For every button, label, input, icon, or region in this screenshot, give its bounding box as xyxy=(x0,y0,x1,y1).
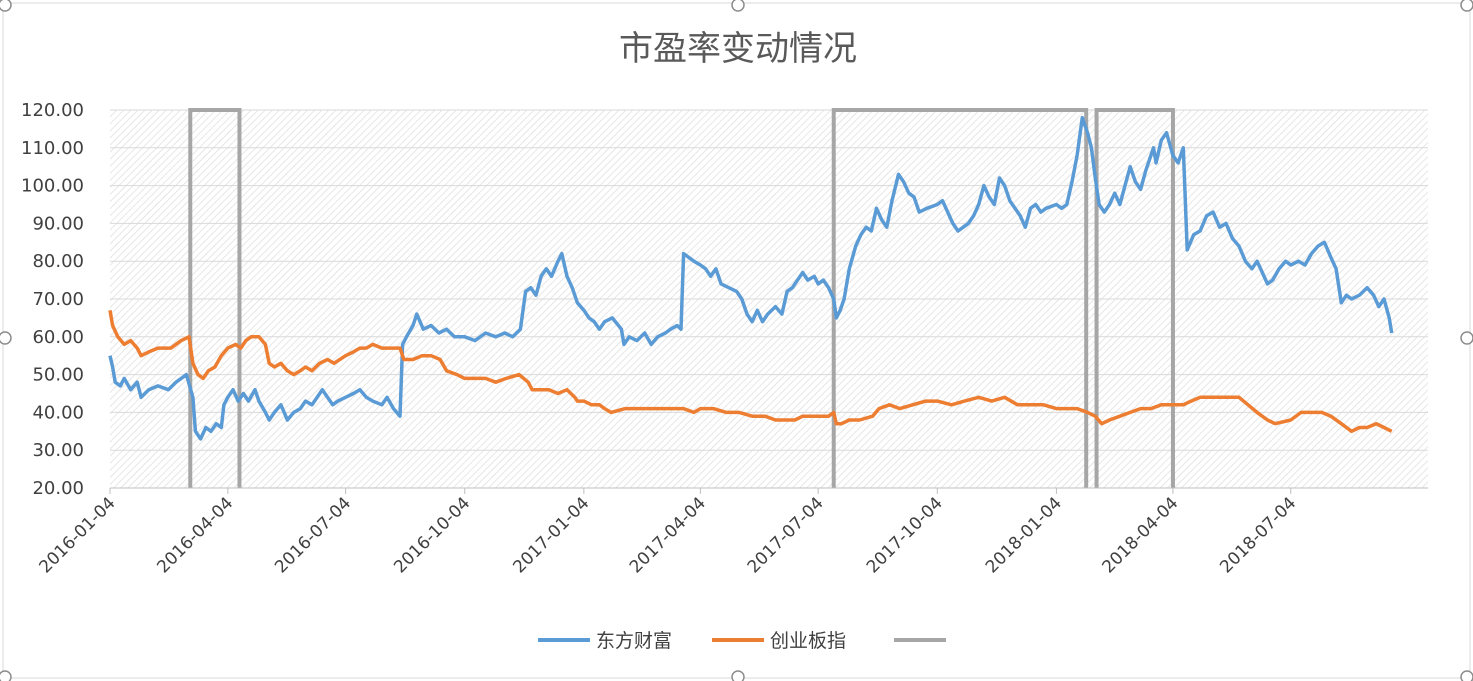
y-tick-label: 70.00 xyxy=(32,289,84,310)
resize-handle-top-left[interactable] xyxy=(0,0,12,12)
resize-handle-bottom[interactable] xyxy=(731,670,745,681)
legend-label: 东方财富 xyxy=(596,630,672,652)
y-tick-label: 120.00 xyxy=(21,100,84,121)
y-tick-label: 90.00 xyxy=(32,213,84,234)
x-tick-label: 2018-01-04 xyxy=(982,493,1066,577)
x-tick-label: 2016-07-04 xyxy=(271,493,355,577)
x-tick-label: 2018-07-04 xyxy=(1216,493,1300,577)
y-tick-label: 40.00 xyxy=(32,402,84,423)
highlight-box xyxy=(1094,108,1175,488)
x-tick-label: 2016-10-04 xyxy=(390,493,474,577)
y-tick-label: 30.00 xyxy=(32,440,84,461)
y-tick-label: 60.00 xyxy=(32,327,84,348)
legend-label: 创业板指 xyxy=(770,630,846,652)
resize-handle-bottom-right[interactable] xyxy=(1460,670,1473,681)
y-tick-label: 100.00 xyxy=(21,176,84,197)
chart-title: 市盈率变动情况 xyxy=(619,29,857,69)
x-tick-label: 2017-07-04 xyxy=(744,493,828,577)
series-line-dfcf xyxy=(108,115,1394,441)
highlight-box xyxy=(188,108,242,488)
resize-handle-top[interactable] xyxy=(731,0,745,12)
x-tick-label: 2016-01-04 xyxy=(36,493,120,577)
resize-handle-left[interactable] xyxy=(0,331,12,345)
resize-handle-top-right[interactable] xyxy=(1460,0,1473,12)
y-tick-label: 20.00 xyxy=(32,478,84,499)
y-tick-label: 80.00 xyxy=(32,251,84,272)
series-line-cyb xyxy=(108,310,1393,434)
x-tick-label: 2017-10-04 xyxy=(863,493,947,577)
resize-handle-bottom-left[interactable] xyxy=(0,670,12,681)
x-tick-label: 2016-04-04 xyxy=(153,493,237,577)
y-tick-label: 50.00 xyxy=(32,365,84,386)
legend: 东方财富 创业板指 xyxy=(538,630,946,652)
x-tick-label: 2017-01-04 xyxy=(509,493,593,577)
series-lines xyxy=(108,115,1394,441)
x-tick-label: 2017-04-04 xyxy=(626,493,710,577)
x-tick-label: 2018-04-04 xyxy=(1098,493,1182,577)
y-tick-label: 110.00 xyxy=(21,138,84,159)
resize-handle-right[interactable] xyxy=(1460,331,1473,345)
y-axis-ticks: 20.00 30.00 40.00 50.00 60.00 70.00 80.00 90.00… xyxy=(21,100,84,499)
x-axis-ticks: 2016-01-04 2016-04-04 2016-07-04 2016-10-04… xyxy=(36,488,1300,577)
